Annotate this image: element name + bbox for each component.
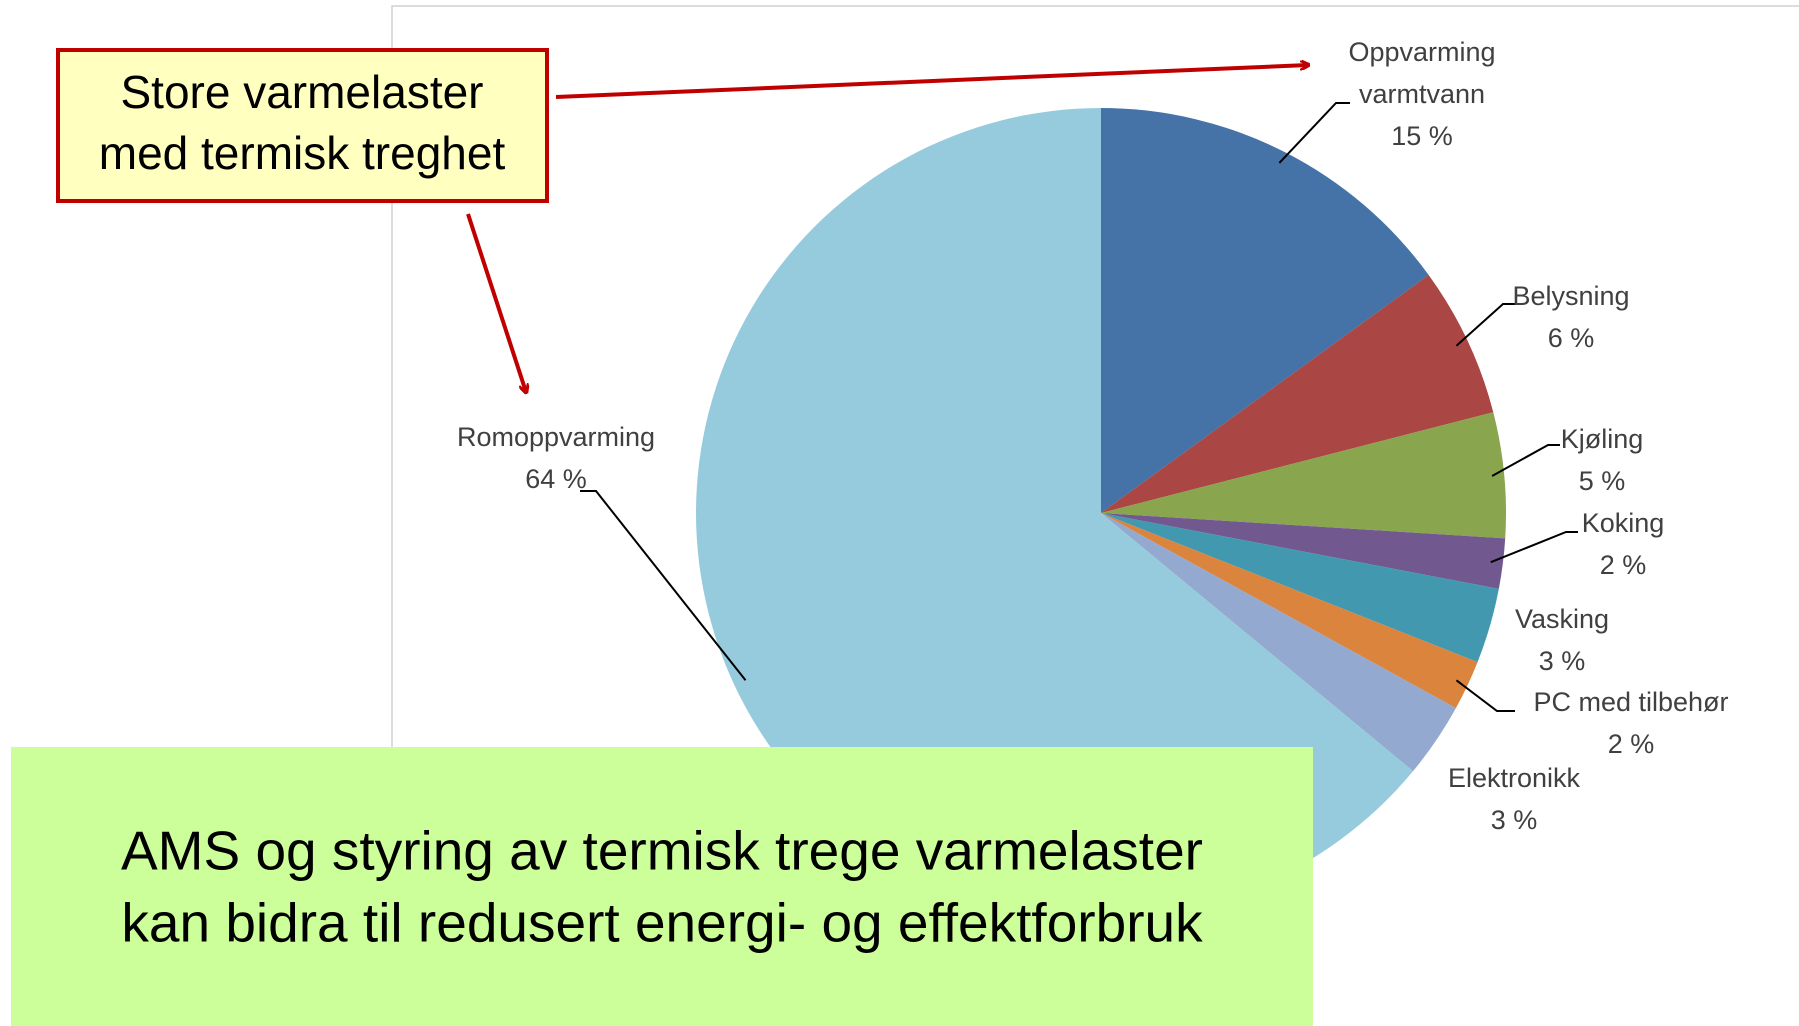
- value-label: 64 %: [525, 464, 587, 494]
- category-label: Elektronikk: [1447, 763, 1581, 793]
- category-label: Romoppvarming: [456, 422, 656, 452]
- leader-lines: [580, 102, 1578, 712]
- callout-text: Store varmelaster: [120, 66, 483, 118]
- slice-label: Romoppvarming 64 %: [457, 416, 655, 500]
- category-label: Koking: [1581, 508, 1665, 538]
- leader-line: [1491, 444, 1560, 477]
- slice-label: Kjøling 5 %: [1561, 418, 1644, 502]
- leader-line: [1490, 531, 1578, 564]
- category-label: Kjøling: [1560, 424, 1644, 454]
- leader-line: [580, 490, 747, 681]
- slice-label: Belysning 6 %: [1512, 275, 1629, 359]
- pie-slice: [1101, 513, 1456, 772]
- category-label: Oppvarming varmtvann: [1348, 37, 1496, 109]
- category-label: Belysning: [1512, 281, 1630, 311]
- callout-box: [56, 48, 549, 203]
- category-label: Vasking: [1514, 604, 1610, 634]
- note-text: AMS og styring av termisk trege varmelas…: [121, 820, 1203, 882]
- value-label: 2 %: [1599, 550, 1647, 580]
- leader-line: [1278, 102, 1350, 164]
- pie-slice: [1101, 513, 1499, 663]
- slice-label: Vasking 3 %: [1515, 598, 1609, 682]
- arrow: [555, 65, 1308, 99]
- slice-label: Elektronikk 3 %: [1448, 757, 1580, 841]
- category-label: PC med tilbehør: [1533, 687, 1729, 717]
- value-label: 3 %: [1490, 805, 1538, 835]
- pie-slice: [1101, 274, 1494, 513]
- value-label: 3 %: [1538, 646, 1586, 676]
- leader-line: [1455, 679, 1515, 712]
- value-label: 2 %: [1607, 729, 1655, 759]
- leader-line: [1455, 303, 1515, 347]
- slice-label: Oppvarming varmtvann 15 %: [1322, 31, 1522, 157]
- callout-text: med termisk treghet: [99, 127, 506, 179]
- pie-slice: [1101, 513, 1478, 709]
- note-text: kan bidra til redusert energi- og effekt…: [121, 892, 1203, 954]
- pie-slice: [696, 108, 1414, 918]
- note-box: [11, 747, 1313, 1026]
- pie-slice: [1101, 412, 1506, 539]
- slice-label: Koking 2 %: [1582, 502, 1665, 586]
- value-label: 6 %: [1547, 323, 1595, 353]
- pie-slice: [1101, 108, 1429, 513]
- value-label: 5 %: [1578, 466, 1626, 496]
- pie-slice: [1101, 513, 1506, 589]
- slice-label: PC med tilbehør 2 %: [1533, 681, 1728, 765]
- arrow: [466, 213, 526, 392]
- value-label: 15 %: [1391, 121, 1453, 151]
- pie: [696, 108, 1506, 918]
